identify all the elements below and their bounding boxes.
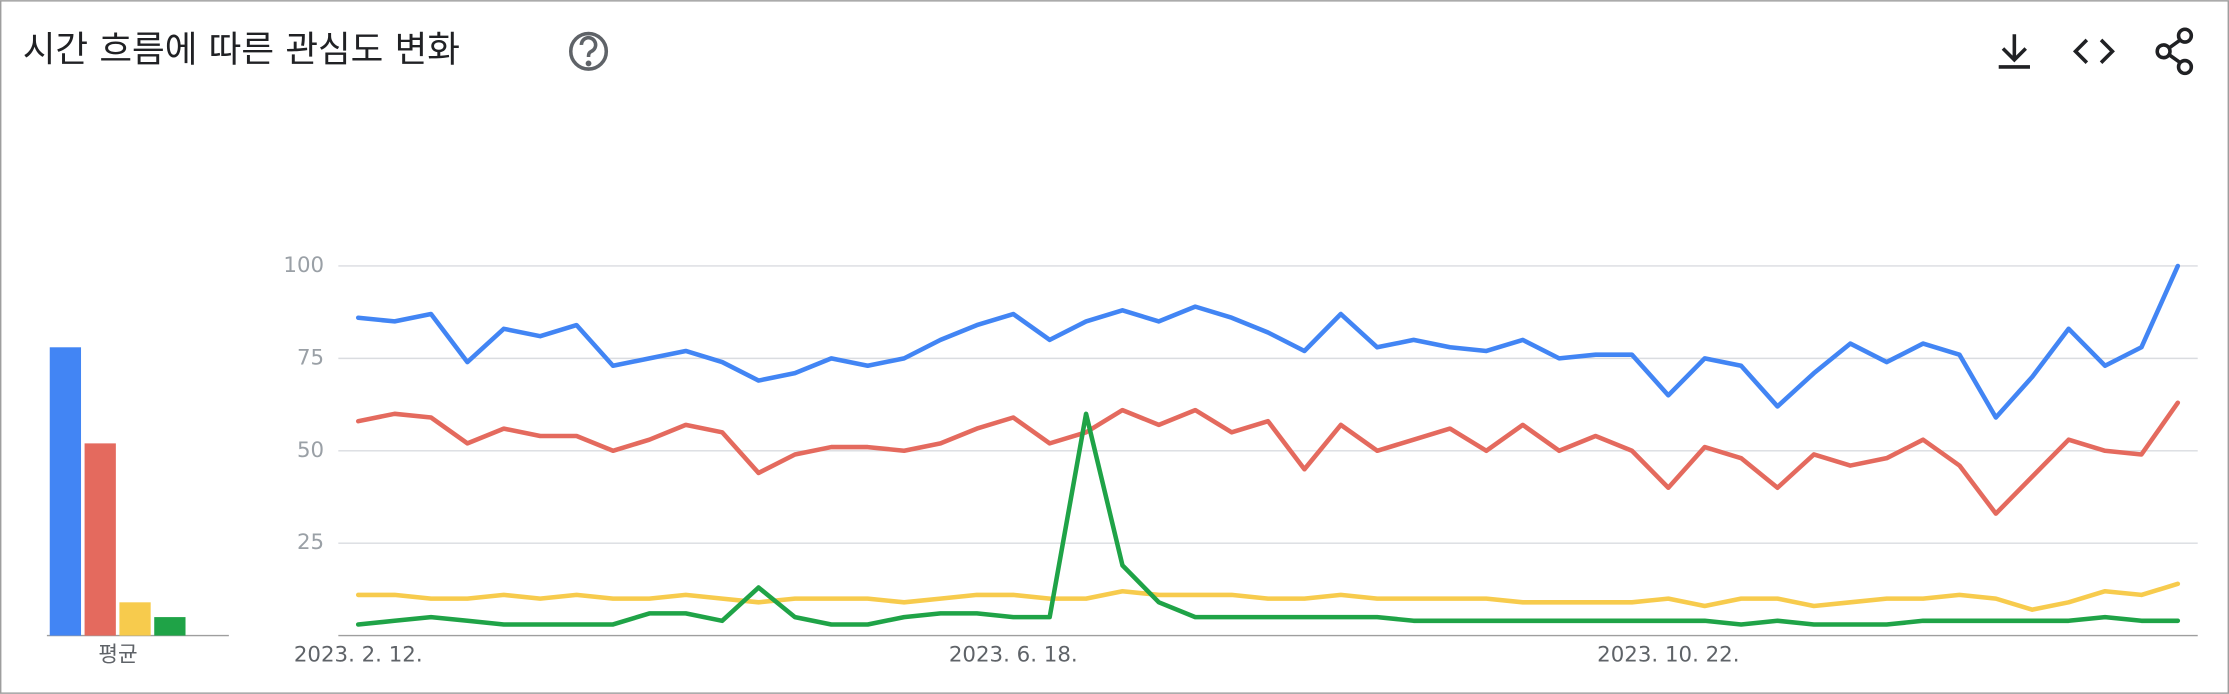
x-tick-label: 2023. 6. 18. [949,642,1078,667]
trend-line [355,400,2181,516]
trend-line [355,581,2181,612]
average-bar [154,617,186,636]
help-icon[interactable] [568,31,609,71]
download-icon[interactable] [1998,34,2030,69]
average-bar [84,443,116,636]
card-title: 시간 흐름에 따른 관심도 변화 [23,29,460,70]
average-bar [49,347,82,636]
y-tick-label: 25 [297,530,324,555]
trend-line [355,263,2181,420]
share-icon[interactable] [2155,27,2194,76]
average-bar [119,602,151,636]
y-tick-label: 50 [297,438,324,463]
x-tick-label: 2023. 2. 12. [294,642,423,667]
trend-line [355,411,2181,627]
y-tick-label: 75 [297,345,324,370]
y-tick-label: 100 [283,253,324,278]
x-tick-label: 2023. 10. 22. [1597,642,1739,667]
bar-category-label: 평균 [98,642,137,667]
embed-icon[interactable] [2072,38,2115,64]
